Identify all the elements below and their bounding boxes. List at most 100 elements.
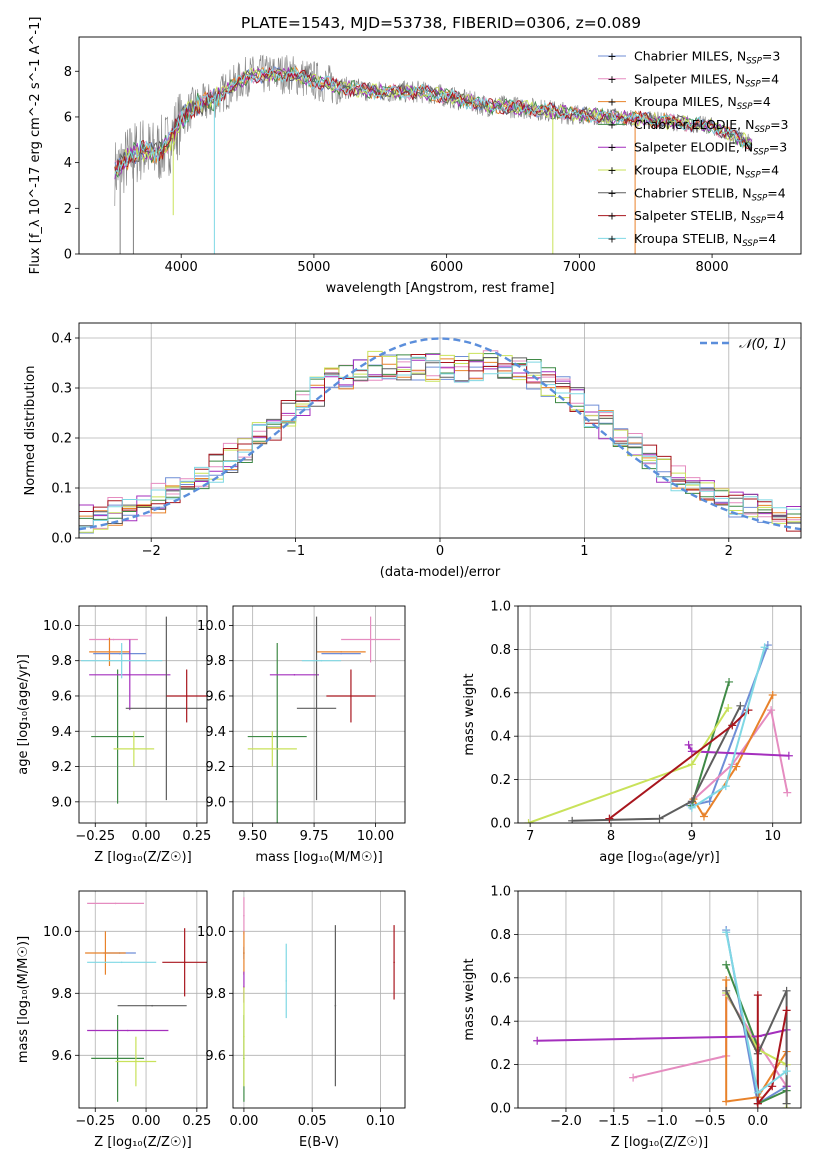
x-tick-label: 0.10 (366, 1114, 395, 1129)
point-marker (185, 695, 188, 697)
x-tick-label: 1 (580, 544, 588, 559)
axes-frame (78, 322, 802, 539)
series-marker (783, 788, 792, 797)
series-marker (687, 803, 696, 812)
y-tick-label: 0.3 (51, 382, 72, 397)
x-tick-label: −0.5 (694, 1114, 726, 1129)
x-tick-label: 10 (764, 829, 781, 844)
y-axis-label: age [log₁₀(age/yr)] (16, 654, 31, 775)
plot-area-mass_vs_Z (85, 902, 207, 1102)
point-kroupa_miles (316, 651, 366, 653)
point-marker (350, 695, 352, 697)
point-marker (285, 980, 288, 982)
y-axis-label: Flux [f_λ 10^-17 erg cm^-2 s^-1 A^-1] (28, 17, 43, 275)
y-tick-label: 9.8 (51, 654, 72, 669)
y-tick-label: 2 (64, 202, 72, 217)
legend-entry-kroupa_stelib: Kroupa STELIB, NSSP=4 (634, 231, 776, 249)
legend-sub: SSP (745, 171, 761, 181)
legend-label: Salpeter STELIB, N (634, 208, 750, 223)
point-chabrier_miles (321, 652, 361, 655)
point-marker (116, 1057, 119, 1060)
y-tick-label: 9.2 (51, 760, 72, 775)
spectrum-legend: + Chabrier MILES, NSSP=3+ Salpeter MILES, … (598, 49, 789, 249)
x-tick-label: 7 (526, 829, 534, 844)
y-tick-label: 0.0 (490, 817, 511, 832)
point-salpeter_stelib (166, 669, 207, 723)
point-kroupa_elodie (113, 731, 155, 767)
y-tick-label: 9.8 (205, 987, 226, 1002)
x-tick-label: 9 (688, 829, 696, 844)
histogram-kroupa_stelib (79, 356, 801, 538)
legend-marker-salpeter_stelib: + (607, 210, 616, 223)
y-tick-label: 9.2 (205, 760, 226, 775)
y-tick-label: 0.8 (490, 928, 511, 943)
y-tick-label: 9.6 (51, 689, 72, 704)
legend-marker-kroupa_stelib: + (607, 232, 616, 245)
point-marker (126, 1029, 129, 1032)
point-marker (320, 659, 323, 662)
y-tick-label: 0.8 (490, 643, 511, 658)
panel-mass_vs_Z: −0.25 0.00 0.25 9.6 9.8 10.0 Z [log₁₀(Z/Z☉)] ma… (16, 890, 211, 1150)
x-tick-label: 0.0 (747, 1114, 768, 1129)
x-tick-label: 0.00 (132, 829, 161, 844)
series-line (692, 694, 774, 819)
y-tick-label: 0.1 (51, 482, 72, 497)
legend-tail: =4 (758, 231, 776, 246)
x-tick-label: 0.25 (182, 829, 211, 844)
axes-frame (78, 890, 208, 1109)
point-salpeter_elodie (269, 674, 319, 676)
point-salpeter_miles (89, 638, 138, 641)
point-marker (112, 638, 115, 641)
normal-curve (79, 337, 801, 531)
point-marker (340, 651, 342, 653)
legend-marker-chabrier_elodie: + (607, 118, 616, 131)
x-tick-label: 4000 (165, 260, 198, 275)
series-marker (782, 986, 791, 995)
x-tick-label: 10.00 (357, 829, 394, 844)
point-chabrier_stelib (117, 1004, 187, 1007)
x-tick-label: −0.25 (75, 1114, 115, 1129)
legend-marker-chabrier_miles: + (607, 50, 616, 63)
series-line (725, 980, 788, 1103)
point-salpeter_miles (341, 616, 401, 663)
point-marker (128, 674, 131, 676)
point-chabrier_elodie (91, 1015, 145, 1102)
legend-entry-chabrier_stelib: Chabrier STELIB, NSSP=4 (634, 185, 786, 203)
y-tick-label: 0.4 (51, 332, 72, 347)
legend-label: Kroupa STELIB, N (634, 231, 742, 246)
point-marker (133, 748, 135, 750)
y-tick-label: 4 (64, 156, 72, 171)
plot-area-mass_weight_vs_age (524, 641, 793, 823)
series-marker (768, 1082, 777, 1091)
series-line (572, 705, 742, 822)
x-tick-label: 0.00 (132, 1114, 161, 1129)
axes-frame (517, 605, 802, 824)
series-line (756, 995, 788, 1107)
y-tick-label: 6 (64, 110, 72, 125)
x-tick-label: 5000 (297, 260, 330, 275)
x-tick-label: 7000 (563, 260, 596, 275)
legend-label: Kroupa ELODIE, N (634, 163, 745, 178)
legend-label: Chabrier STELIB, N (634, 185, 752, 200)
point-kroupa_stelib (87, 961, 157, 964)
legend-sub: SSP (745, 79, 761, 89)
y-tick-label: 10.0 (43, 925, 72, 940)
x-axis-label: E(B-V) (299, 1135, 339, 1150)
y-tick-label: 10.0 (197, 925, 226, 940)
x-axis-label: Z [log₁₀(Z/Z☉)] (94, 1135, 191, 1150)
point-marker (114, 902, 117, 905)
x-axis-label: wavelength [Angstrom, rest frame] (326, 281, 555, 296)
model-spectrum-salpeter_stelib (114, 66, 753, 173)
legend-label: Chabrier MILES, N (634, 49, 746, 64)
panel-mass_weight_vs_age: 7 8 9 10 0.0 0.2 0.4 0.6 0.8 1.0 age [log₁₀(age/yr… (462, 600, 802, 865)
point-chabrier_stelib (334, 925, 337, 1087)
plot-area-mass_weight_vs_Z (533, 926, 791, 1108)
x-tick-label: 0.25 (182, 1114, 211, 1129)
legend-tail: =4 (766, 208, 784, 223)
x-axis-label: Z [log₁₀(Z/Z☉)] (94, 850, 191, 865)
y-tick-label: 10.0 (197, 619, 226, 634)
x-tick-label: −1 (286, 544, 305, 559)
x-tick-label: 8000 (696, 260, 729, 275)
y-tick-label: 9.0 (205, 795, 226, 810)
legend-marker-salpeter_elodie: + (607, 141, 616, 154)
